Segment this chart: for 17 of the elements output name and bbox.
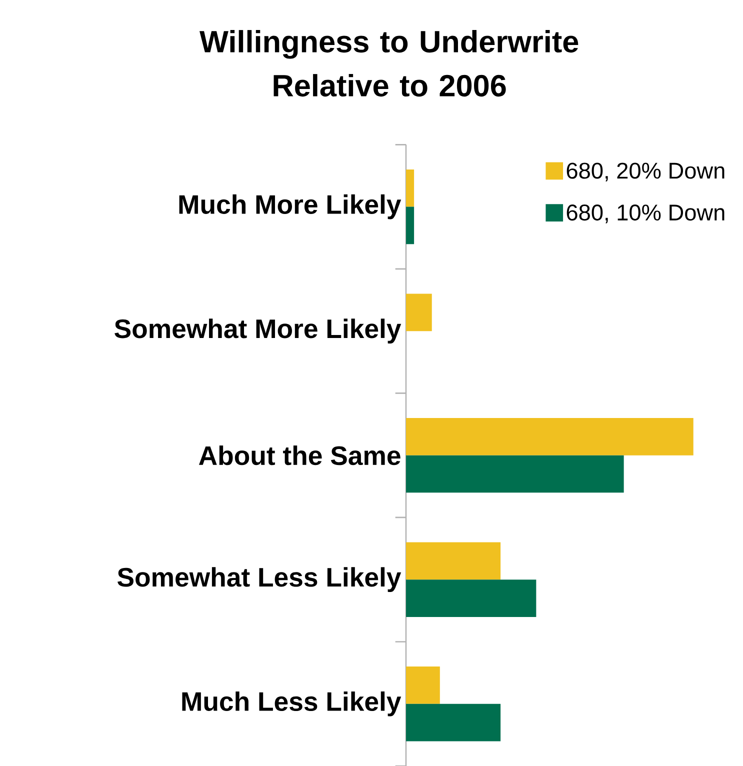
bar — [406, 455, 624, 493]
bar — [406, 542, 501, 580]
y-tick-label: Somewhat More Likely — [114, 318, 402, 344]
y-tick-label: Somewhat Less Likely — [118, 567, 402, 592]
y-tick-label: Much More Likely — [179, 194, 402, 220]
legend-label: 680, 20% Down — [567, 162, 724, 182]
bar — [406, 580, 536, 617]
bar — [406, 169, 414, 207]
chart-title: Willingness to Underwrite Relative to 2006 — [200, 30, 578, 97]
bar — [406, 704, 501, 742]
y-tick-label: About the Same — [199, 446, 401, 466]
bar — [406, 294, 432, 332]
bar — [406, 206, 414, 244]
y-tick-label: Much Less Likely — [182, 691, 402, 716]
legend-label: 680, 10% Down — [567, 204, 724, 224]
bar — [406, 666, 440, 704]
bar — [406, 418, 694, 456]
